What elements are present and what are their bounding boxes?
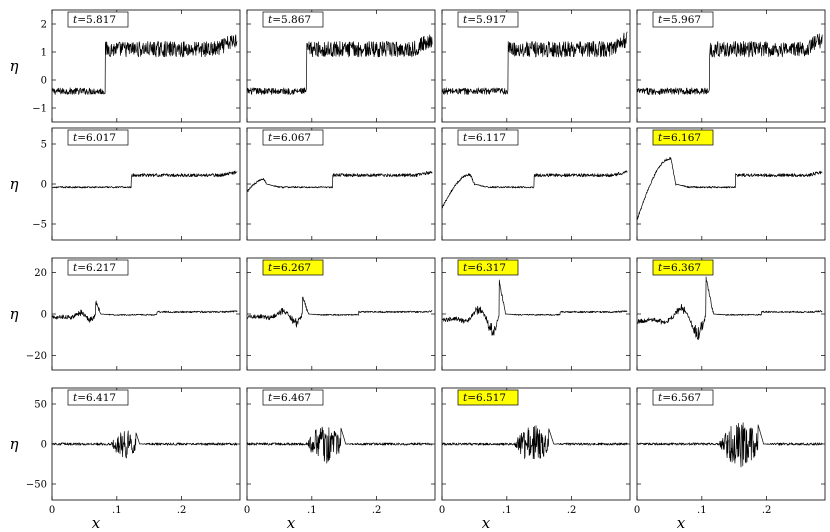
time-label-box: [652, 389, 714, 406]
series-layer: [51, 31, 823, 468]
series-line: [51, 34, 238, 95]
time-label-box: [262, 259, 324, 276]
series-line: [51, 300, 238, 323]
y-tick-label: −1: [32, 104, 47, 115]
series-line: [636, 157, 823, 220]
time-label-box: [652, 11, 714, 28]
time-label: t=6.067: [268, 132, 311, 144]
time-label-box: [262, 11, 324, 28]
x-tick-label: .1: [307, 505, 317, 516]
x-tick-label: 0: [244, 505, 250, 516]
x-tick-label: .2: [372, 505, 382, 516]
y-tick-label: 0: [41, 180, 47, 191]
x-tick-label: .2: [762, 505, 772, 516]
x-tick-label: .2: [177, 505, 187, 516]
time-label-box: [262, 129, 324, 146]
x-tick-label: 0: [439, 505, 445, 516]
x-tick-label: .2: [567, 505, 577, 516]
time-label: t=6.117: [463, 132, 506, 144]
y-tick-label: 0: [41, 310, 47, 321]
x-axis-label: x: [677, 514, 686, 532]
time-label: t=6.217: [73, 262, 116, 274]
series-line: [441, 31, 628, 95]
y-tick-label: −20: [26, 351, 47, 362]
time-label: t=6.467: [268, 392, 311, 404]
time-label-box: [457, 129, 519, 146]
panel-frame: [51, 9, 241, 123]
y-axis-label: η: [10, 305, 19, 323]
series-line: [246, 296, 433, 328]
x-tick-label: .1: [697, 505, 707, 516]
time-label-box: [652, 259, 714, 276]
series-line: [636, 33, 823, 95]
x-axis-label: x: [287, 514, 296, 532]
panel-frame: [441, 9, 631, 123]
y-tick-label: 0: [41, 440, 47, 451]
time-label: t=5.867: [268, 14, 311, 26]
series-line: [636, 276, 823, 341]
time-label: t=6.167: [658, 132, 701, 144]
time-label: t=6.367: [658, 262, 701, 274]
time-label: t=6.317: [463, 262, 506, 274]
axes-layer: [51, 9, 826, 501]
series-line: [246, 34, 433, 95]
y-tick-label: 1: [41, 48, 47, 59]
time-label-box: [457, 259, 519, 276]
time-label-box: [67, 259, 129, 276]
x-tick-label: 0: [634, 505, 640, 516]
y-axis-label: η: [10, 175, 19, 193]
time-label-box: [67, 11, 129, 28]
time-label: t=6.567: [658, 392, 701, 404]
y-tick-label: −5: [32, 220, 47, 231]
time-label: t=6.417: [73, 392, 116, 404]
y-tick-label: 0: [41, 76, 47, 87]
x-axis-label: x: [482, 514, 491, 532]
x-tick-label: 0: [49, 505, 55, 516]
time-label-box: [652, 129, 714, 146]
time-label: t=5.967: [658, 14, 701, 26]
series-line: [51, 430, 238, 459]
series-line: [442, 425, 628, 460]
x-axis-label: x: [92, 514, 101, 532]
y-tick-label: 50: [34, 400, 47, 411]
time-label: t=5.917: [463, 14, 506, 26]
x-tick-label: .1: [112, 505, 122, 516]
time-label-box: [262, 389, 324, 406]
series-line: [246, 426, 433, 464]
y-tick-label: 20: [34, 268, 47, 279]
series-line: [441, 170, 628, 209]
series-line: [246, 171, 433, 192]
y-tick-label: 2: [41, 20, 47, 31]
y-axis-label: η: [10, 57, 19, 75]
time-label: t=6.267: [268, 262, 311, 274]
time-label: t=5.817: [73, 14, 116, 26]
time-label-box: [67, 389, 129, 406]
series-line: [441, 279, 628, 336]
time-label: t=6.517: [463, 392, 506, 404]
series-line: [51, 170, 238, 189]
y-axis-label: η: [10, 435, 19, 453]
y-tick-label: −50: [26, 480, 47, 491]
time-label: t=6.017: [73, 132, 116, 144]
time-label-box: [67, 129, 129, 146]
y-tick-label: 5: [41, 140, 47, 151]
time-label-box: [457, 389, 519, 406]
time-label-box: [457, 11, 519, 28]
series-line: [636, 422, 823, 468]
panel-frame: [636, 9, 826, 123]
panel-frame: [246, 9, 436, 123]
x-tick-label: .1: [502, 505, 512, 516]
